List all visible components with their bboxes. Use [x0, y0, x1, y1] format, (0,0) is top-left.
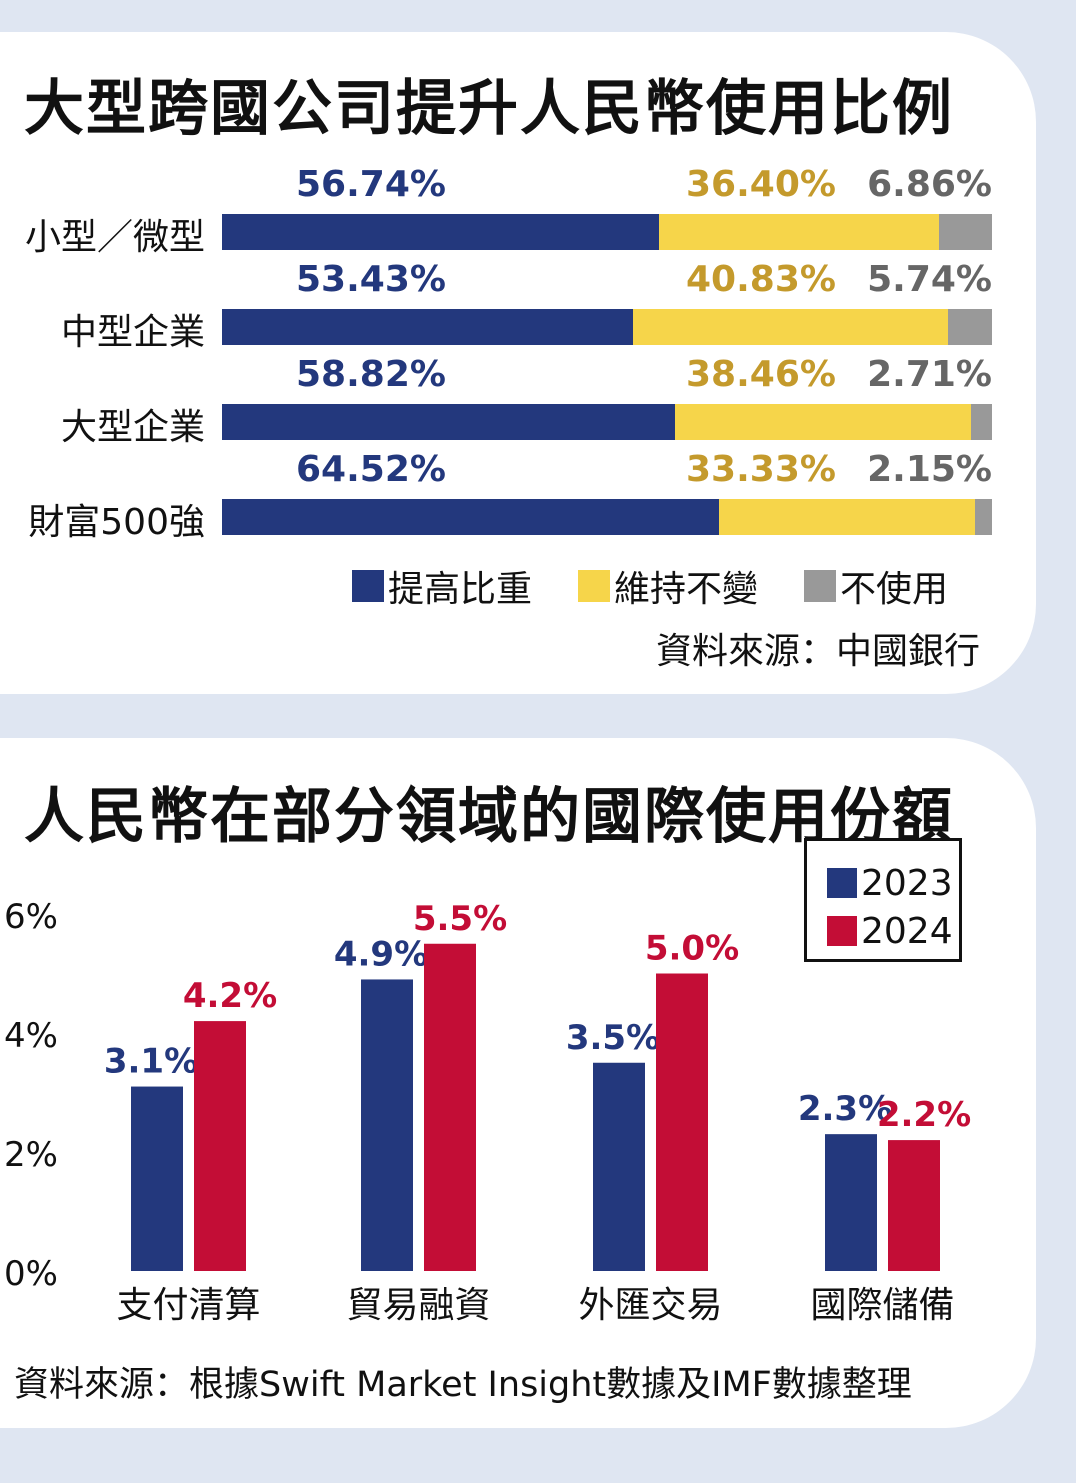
- bar-2023: [825, 1134, 877, 1271]
- value-label-increase: 53.43%: [296, 259, 446, 300]
- stacked-bar: [222, 214, 992, 250]
- chart2-source: 資料來源：根據Swift Market Insight數據及IMF數據整理: [14, 1365, 912, 1405]
- bar-2023: [361, 979, 413, 1271]
- stacked-bar: [222, 404, 992, 440]
- legend-swatch-blue: [352, 570, 384, 602]
- chart1-source: 資料來源：中國銀行: [655, 631, 980, 672]
- bar-segment-increase: [222, 404, 675, 440]
- bar-segment-unchanged: [674, 404, 972, 440]
- legend-swatch-2024: [827, 916, 857, 946]
- category-label: 大型企業: [60, 407, 205, 448]
- x-category-label: 外匯交易: [578, 1285, 722, 1326]
- panel-rmb-usage-ratio: [0, 32, 1036, 694]
- chart2-plot: 0% 2% 4% 6% 3.1% 4.2% 支付清算 4.9%5.5% 貿易融資 3.5% 5.0%…: [4, 897, 971, 1326]
- value-label-increase: 64.52%: [296, 449, 446, 490]
- data-label-2024: 5.0%: [645, 929, 739, 969]
- category-label: 財富500強: [28, 502, 205, 543]
- bar-2024: [424, 943, 476, 1271]
- data-label-2023: 2.3%: [798, 1089, 892, 1129]
- data-label-2023: 3.5%: [566, 1018, 660, 1058]
- stacked-bar: [222, 499, 992, 535]
- chart2-title: 人民幣在部分領域的國際使用份額: [24, 782, 954, 852]
- legend-swatch-2023: [827, 868, 857, 898]
- bar-segment-increase: [222, 309, 634, 345]
- bar-segment-unchanged: [633, 309, 948, 345]
- legend-swatch-gray: [804, 570, 837, 602]
- bar-segment-not-used: [975, 499, 992, 535]
- y-tick-label: 4%: [4, 1016, 58, 1056]
- legend-item-unchanged: 維持不變: [578, 560, 758, 612]
- stacked-bar: [222, 309, 992, 345]
- y-tick-label: 6%: [4, 897, 58, 937]
- value-label-unchanged: 38.46%: [686, 354, 836, 395]
- legend-item-increase: 提高比重: [352, 560, 532, 612]
- legend-item-2024: 2024: [827, 907, 959, 955]
- legend-label-increase: 提高比重: [388, 569, 533, 610]
- value-label-not-used: 2.71%: [867, 354, 992, 395]
- bar-segment-not-used: [939, 214, 992, 250]
- value-label-increase: 56.74%: [296, 164, 446, 205]
- x-category-label: 貿易融資: [346, 1285, 490, 1326]
- bar-segment-unchanged: [658, 214, 940, 250]
- bar-segment-unchanged: [718, 499, 976, 535]
- value-label-not-used: 6.86%: [867, 164, 992, 205]
- bar-2024: [194, 1021, 246, 1271]
- bar-2024: [888, 1140, 940, 1271]
- legend-label-unchanged: 維持不變: [614, 569, 759, 610]
- value-label-increase: 58.82%: [296, 354, 446, 395]
- value-label-unchanged: 33.33%: [686, 449, 836, 490]
- y-tick-label: 0%: [4, 1254, 58, 1294]
- chart1-legend: 提高比重 維持不變 不使用: [352, 560, 948, 612]
- x-category-label: 國際儲備: [810, 1285, 954, 1326]
- bar-2023: [593, 1062, 645, 1271]
- bar-2024: [656, 973, 708, 1271]
- legend-label-not-used: 不使用: [840, 569, 949, 610]
- data-label-2024: 4.2%: [183, 976, 277, 1016]
- legend-label-2023: 2023: [861, 862, 953, 904]
- chart1-title: 大型跨國公司提升人民幣使用比例: [24, 74, 954, 144]
- chart2-legend: 2023 2024: [804, 838, 962, 962]
- category-label: 中型企業: [60, 312, 205, 353]
- bar-segment-not-used: [971, 404, 992, 440]
- data-label-2023: 3.1%: [104, 1042, 198, 1082]
- data-label-2024: 2.2%: [877, 1095, 971, 1135]
- data-label-2023: 4.9%: [334, 934, 428, 974]
- legend-label-2024: 2024: [861, 910, 953, 952]
- value-label-not-used: 2.15%: [867, 449, 992, 490]
- bar-segment-not-used: [947, 309, 992, 345]
- x-category-label: 支付清算: [116, 1285, 260, 1326]
- data-label-2024: 5.5%: [413, 899, 507, 939]
- value-label-unchanged: 40.83%: [686, 259, 836, 300]
- value-label-unchanged: 36.40%: [686, 164, 836, 205]
- bar-segment-increase: [222, 499, 719, 535]
- legend-item-2023: 2023: [827, 859, 959, 907]
- category-label: 小型／微型: [24, 217, 205, 258]
- legend-item-not-used: 不使用: [804, 560, 948, 612]
- y-tick-label: 2%: [4, 1135, 58, 1175]
- bar-2023: [131, 1086, 183, 1271]
- value-label-not-used: 5.74%: [867, 259, 992, 300]
- bar-segment-increase: [222, 214, 659, 250]
- legend-swatch-yellow: [578, 570, 611, 602]
